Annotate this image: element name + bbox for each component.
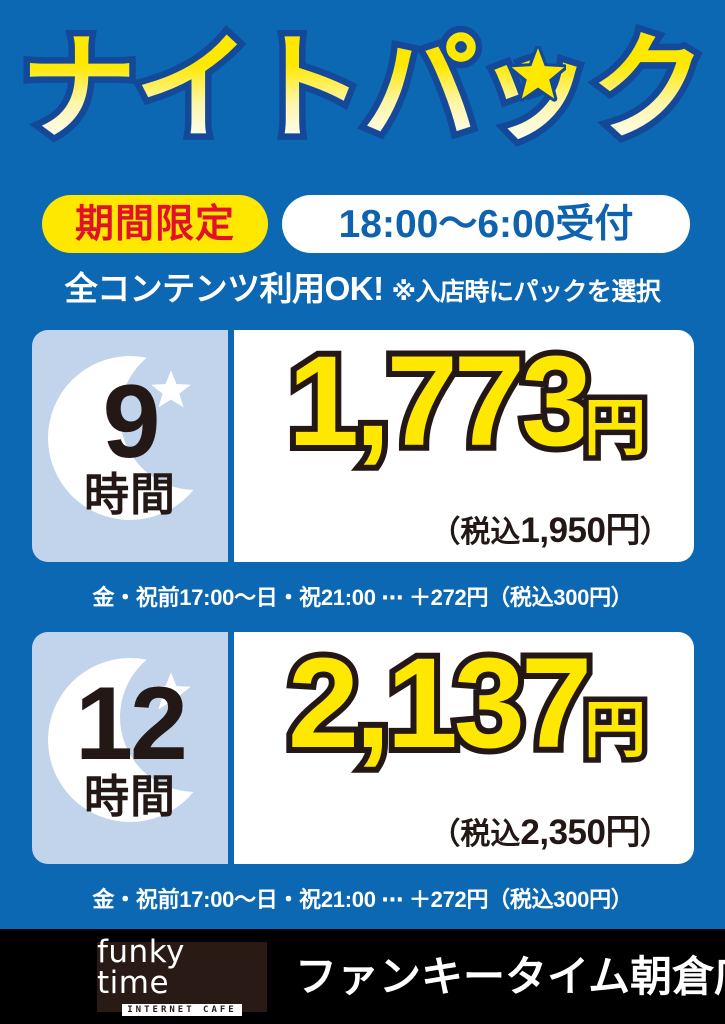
tax-label: （税込 (430, 516, 521, 549)
price-value: 2,137 (282, 632, 598, 775)
tax-value: 2,350円 (520, 813, 640, 852)
plan-row-9h: 9 時間 1,773 円 （税込1,950円） (32, 330, 694, 562)
plan-divider (228, 632, 234, 864)
star-icon (151, 672, 191, 710)
plan-hours-panel: 9 時間 (32, 330, 228, 562)
price-main: 2,137 円 (250, 632, 684, 775)
star-icon (509, 46, 566, 102)
badge-row: 期間限定 18:00〜6:00受付 (42, 194, 690, 254)
plan-hours-value: 9 (102, 363, 161, 480)
price-currency-unit: 円 (579, 392, 652, 465)
plan-note-12h: 金・祝前17:00〜日・祝21:00 ⋯ ＋272円（税込300円） (92, 887, 633, 912)
tax-label: （税込 (430, 818, 521, 851)
plan-row-12h: 12 時間 2,137 円 （税込2,350円） (32, 632, 694, 864)
badge-limited-label: 期間限定 (74, 202, 235, 246)
price-main: 1,773 円 (250, 330, 684, 473)
plan-price-card: 2,137 円 （税込2,350円） (234, 632, 694, 864)
price-tax-included: （税込1,950円） (430, 513, 670, 548)
logo-tagline: INTERNET CAFE (122, 1004, 242, 1016)
plan-price-card: 1,773 円 （税込1,950円） (234, 330, 694, 562)
badge-hours-label: 18:00〜6:00受付 (338, 202, 634, 246)
plan-divider (228, 330, 234, 562)
price-currency-unit: 円 (579, 694, 652, 767)
store-name: ファンキータイム朝倉店 (295, 952, 725, 1000)
price-tax-included: （税込2,350円） (430, 815, 670, 850)
tax-value: 1,950円 (520, 511, 640, 550)
plan-hours-unit: 時間 (83, 771, 176, 823)
tax-close: ） (640, 818, 670, 851)
badge-hours: 18:00〜6:00受付 (282, 195, 690, 253)
subline-main: 全コンテンツ利用OK! (64, 270, 385, 307)
badge-limited: 期間限定 (42, 195, 268, 253)
price-value: 1,773 (282, 330, 598, 473)
logo-wordmark: funky time (97, 934, 185, 1001)
funky-time-logo: funky time INTERNET CAFE (97, 937, 267, 1016)
plan-hours-text: 12 時間 (32, 632, 228, 864)
poster-title: ナイトパック ナイトパック (0, 8, 725, 168)
plan-hours-panel: 12 時間 (32, 632, 228, 864)
subline: 全コンテンツ利用OK! ※入店時にパックを選択 (0, 272, 725, 305)
footer-bar: funky time INTERNET CAFE ファンキータイム朝倉店 (0, 929, 725, 1024)
title-outline: ナイトパック (14, 24, 713, 153)
plan-hours-value: 12 (75, 665, 188, 782)
title-fill: ナイトパック (20, 23, 707, 153)
title-stack: ナイトパック ナイトパック (14, 23, 713, 153)
plan-note-9h: 金・祝前17:00〜日・祝21:00 ⋯ ＋272円（税込300円） (92, 585, 633, 610)
subline-note: ※入店時にパックを選択 (391, 278, 661, 306)
plan-hours-text: 9 時間 (32, 330, 228, 562)
star-icon (151, 370, 191, 408)
plan-hours-unit: 時間 (83, 469, 176, 521)
tax-close: ） (640, 516, 670, 549)
